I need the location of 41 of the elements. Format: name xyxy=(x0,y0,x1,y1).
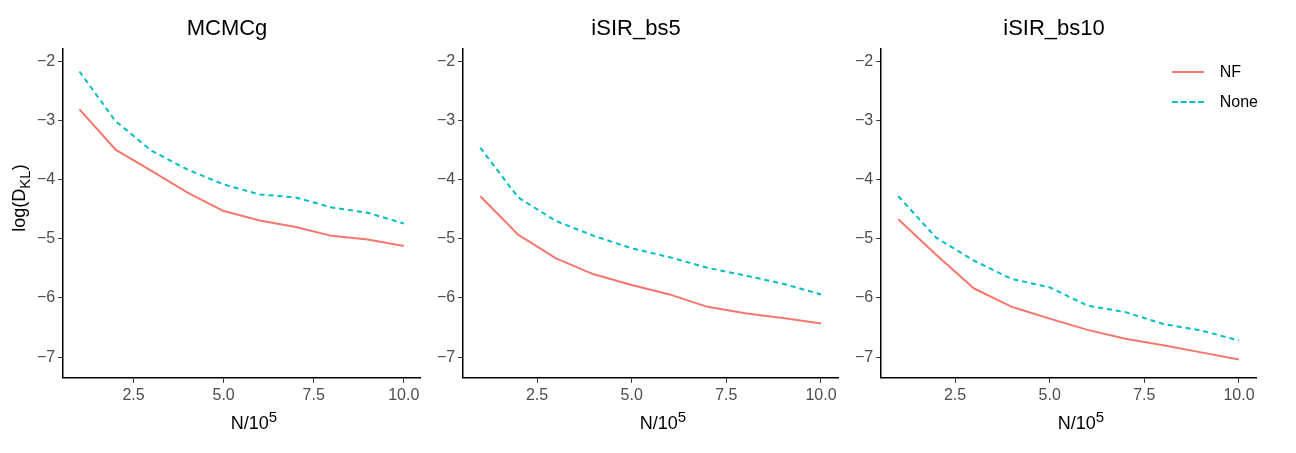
y-tick-label: −5 xyxy=(36,229,56,247)
y-tick-label: −7 xyxy=(36,347,56,365)
y-tick-label: −2 xyxy=(36,51,56,69)
y-tick-label: −6 xyxy=(854,288,874,306)
line-series xyxy=(78,70,405,225)
y-tick-label: −2 xyxy=(854,51,874,69)
x-tick-label: 10.0 xyxy=(388,385,420,403)
y-tick-label: −4 xyxy=(36,170,56,188)
chart-title: MCMCg xyxy=(186,15,268,41)
x-tick-label: 7.5 xyxy=(1133,385,1156,403)
y-tick-label: −7 xyxy=(436,347,456,365)
x-tick-label: 5.0 xyxy=(620,385,643,403)
chart-title: iSIR_bs10 xyxy=(1003,15,1105,41)
y-tick-label: −6 xyxy=(436,288,456,306)
chart-title: iSIR_bs5 xyxy=(591,15,681,41)
y-tick-label: −7 xyxy=(854,347,874,365)
x-tick-label: 2.5 xyxy=(525,385,549,403)
x-tick-label: 10.0 xyxy=(1223,385,1255,403)
y-tick-label: −4 xyxy=(854,170,874,188)
x-tick-label: 5.0 xyxy=(1038,385,1061,403)
line-series xyxy=(479,146,822,296)
x-axis-title: N/10$^{5}$ xyxy=(229,408,279,434)
x-tick-label: 7.5 xyxy=(302,385,325,403)
y-tick-label: −5 xyxy=(854,229,874,247)
y-tick-label: −3 xyxy=(436,110,456,128)
x-axis-title: N/10$^{5}$ xyxy=(638,408,688,434)
x-tick-label: 10.0 xyxy=(805,385,837,403)
x-tick-label: 5.0 xyxy=(212,385,235,403)
legend-label: NF xyxy=(1219,63,1242,81)
x-tick-label: 7.5 xyxy=(715,385,738,403)
legend-label: None xyxy=(1219,93,1258,111)
y-tick-label: −2 xyxy=(436,51,456,69)
y-tick-label: −3 xyxy=(36,110,56,128)
x-axis-title: N/10$^{5}$ xyxy=(1056,408,1106,434)
y-tick-label: −6 xyxy=(36,288,56,306)
y-tick-label: −5 xyxy=(436,229,456,247)
y-tick-label: −3 xyxy=(854,110,874,128)
y-tick-label: −4 xyxy=(436,170,456,188)
x-tick-label: 2.5 xyxy=(122,385,145,403)
line-series xyxy=(897,195,1240,342)
x-tick-label: 2.5 xyxy=(943,385,967,403)
